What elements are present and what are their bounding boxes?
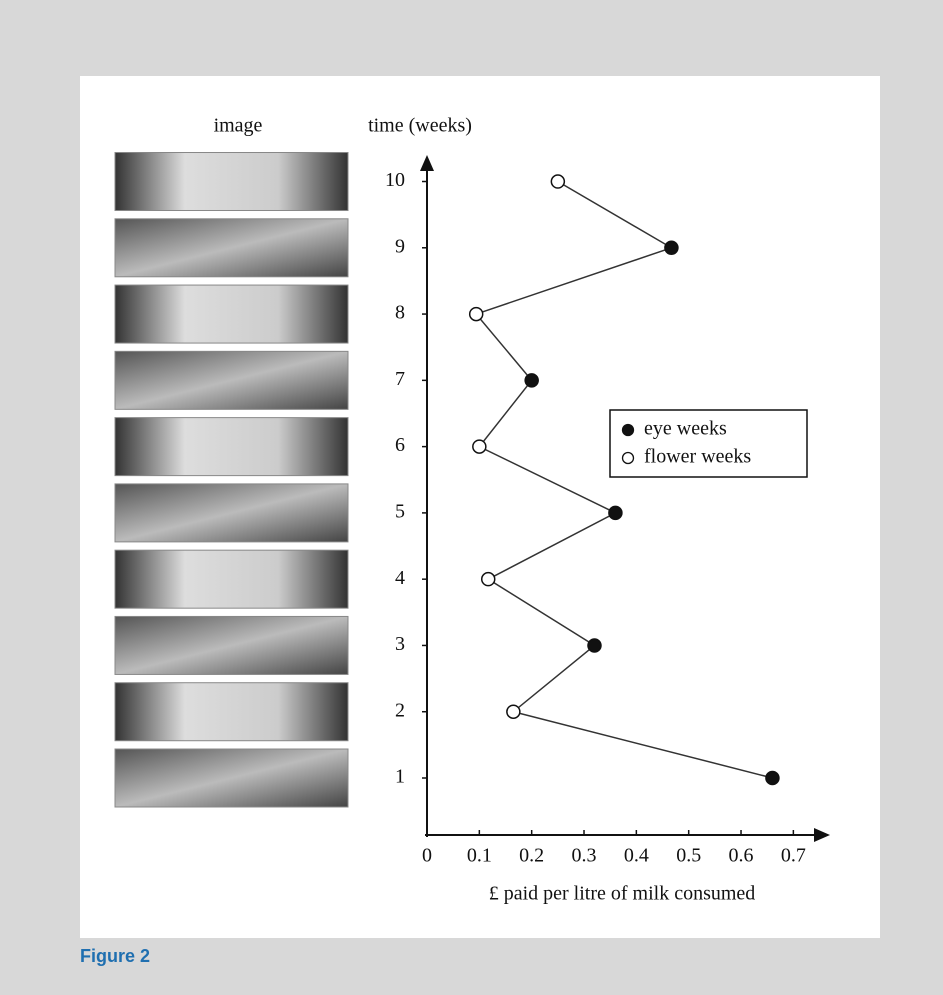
- data-point: [470, 308, 483, 321]
- image-strip: [115, 219, 348, 277]
- data-point: [609, 506, 622, 519]
- image-strip: [115, 550, 348, 608]
- image-strip: [115, 484, 348, 542]
- data-point: [482, 573, 495, 586]
- x-tick-label: 0.4: [624, 845, 649, 867]
- x-tick-label: 0.6: [729, 845, 754, 867]
- x-tick-label: 0.7: [781, 845, 806, 867]
- x-tick-label: 0.1: [467, 845, 492, 867]
- x-axis-label: £ paid per litre of milk consumed: [489, 883, 756, 905]
- data-point: [665, 241, 678, 254]
- chart: image time (weeks) £ paid per litre of m…: [0, 0, 943, 995]
- image-strip: [115, 616, 348, 674]
- y-tick-label: 2: [395, 699, 405, 721]
- image-strip: [115, 749, 348, 807]
- y-tick-label: 8: [395, 302, 405, 324]
- x-tick-label: 0.5: [676, 845, 701, 867]
- legend-marker: [623, 425, 634, 436]
- data-point: [588, 639, 601, 652]
- data-point: [473, 440, 486, 453]
- y-tick-label: 6: [395, 434, 405, 456]
- page: image time (weeks) £ paid per litre of m…: [0, 0, 943, 995]
- image-strip: [115, 153, 348, 211]
- y-tick-label: 5: [395, 500, 405, 522]
- image-column-label: image: [214, 115, 263, 137]
- x-tick-label: 0.2: [519, 845, 544, 867]
- x-tick-label: 0: [422, 845, 432, 867]
- legend-label: eye weeks: [644, 418, 727, 440]
- y-tick-label: 1: [395, 766, 405, 788]
- x-tick-label: 0.3: [572, 845, 597, 867]
- y-tick-label: 3: [395, 633, 405, 655]
- data-point: [551, 175, 564, 188]
- image-strip: [115, 683, 348, 741]
- image-strip: [115, 351, 348, 409]
- image-strip: [115, 285, 348, 343]
- image-strip: [115, 418, 348, 476]
- y-tick-label: 4: [395, 567, 405, 589]
- data-point: [766, 772, 779, 785]
- data-point: [507, 705, 520, 718]
- y-tick-label: 7: [395, 368, 405, 390]
- legend-label: flower weeks: [644, 446, 751, 468]
- legend-marker: [623, 453, 634, 464]
- data-point: [525, 374, 538, 387]
- y-axis-label: time (weeks): [368, 115, 472, 137]
- caption: Figure 2: [80, 946, 150, 967]
- y-tick-label: 10: [385, 169, 405, 191]
- y-tick-label: 9: [395, 235, 405, 257]
